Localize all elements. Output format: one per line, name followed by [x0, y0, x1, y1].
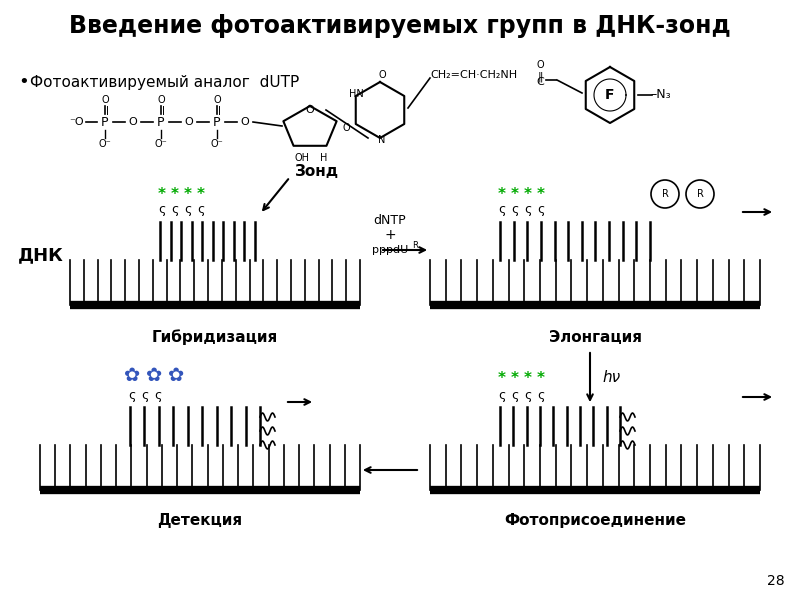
Text: *: * — [524, 187, 532, 202]
Text: ς: ς — [524, 389, 532, 401]
Text: O: O — [306, 105, 314, 115]
Text: R: R — [662, 189, 669, 199]
Text: ✿: ✿ — [124, 365, 140, 385]
Text: N: N — [378, 135, 386, 145]
Text: *: * — [524, 371, 532, 386]
Text: ς: ς — [538, 389, 545, 401]
Text: ς: ς — [498, 389, 506, 401]
Text: ДНК: ДНК — [18, 246, 64, 264]
Text: O⁻: O⁻ — [154, 139, 167, 149]
Text: ς: ς — [158, 203, 166, 217]
Text: P: P — [214, 115, 221, 128]
Text: ς: ς — [511, 203, 518, 217]
Text: ‖: ‖ — [538, 72, 542, 82]
Text: Зонд: Зонд — [295, 164, 339, 179]
Text: ς: ς — [171, 203, 178, 217]
Text: 28: 28 — [767, 574, 785, 588]
Text: •: • — [18, 73, 29, 91]
Text: O: O — [185, 117, 194, 127]
Text: ς: ς — [524, 203, 532, 217]
Text: ✿: ✿ — [146, 365, 162, 385]
Text: ς: ς — [184, 203, 192, 217]
Text: *: * — [511, 371, 519, 386]
Text: H: H — [320, 153, 328, 163]
Text: pppdU: pppdU — [372, 245, 408, 255]
Text: O: O — [536, 60, 544, 70]
Text: O: O — [101, 95, 109, 105]
Text: –N₃: –N₃ — [650, 88, 670, 101]
Text: *: * — [498, 371, 506, 386]
Text: Фотоактивируемый аналог  dUTP: Фотоактивируемый аналог dUTP — [30, 74, 299, 89]
Text: R: R — [697, 189, 703, 199]
Text: O⁻: O⁻ — [98, 139, 111, 149]
Text: dNTP: dNTP — [374, 214, 406, 226]
Text: ς: ς — [128, 389, 136, 401]
Text: ς: ς — [498, 203, 506, 217]
Text: O: O — [378, 70, 386, 80]
Text: *: * — [498, 187, 506, 202]
Text: ✿: ✿ — [168, 365, 184, 385]
Text: Детекция: Детекция — [158, 512, 242, 527]
Text: Элонгация: Элонгация — [549, 329, 642, 344]
Text: *: * — [537, 187, 545, 202]
Text: *: * — [537, 371, 545, 386]
Text: *: * — [171, 187, 179, 202]
Text: P: P — [102, 115, 109, 128]
Text: O: O — [342, 123, 350, 133]
Text: CH₂=CH·CH₂NH: CH₂=CH·CH₂NH — [430, 70, 517, 80]
Text: *: * — [158, 187, 166, 202]
Text: C: C — [536, 77, 544, 87]
Text: *: * — [197, 187, 205, 202]
Text: P: P — [158, 115, 165, 128]
Text: ς: ς — [198, 203, 205, 217]
Text: ς: ς — [511, 389, 518, 401]
Text: F: F — [606, 88, 614, 102]
Text: O: O — [157, 95, 165, 105]
Text: *: * — [184, 187, 192, 202]
Text: ς: ς — [154, 389, 162, 401]
Text: O: O — [241, 117, 250, 127]
Text: O⁻: O⁻ — [210, 139, 223, 149]
Text: Гибридизация: Гибридизация — [152, 329, 278, 345]
Text: O: O — [213, 95, 221, 105]
Text: *: * — [511, 187, 519, 202]
Text: OH: OH — [294, 153, 310, 163]
Text: Введение фотоактивируемых групп в ДНК-зонд: Введение фотоактивируемых групп в ДНК-зо… — [69, 13, 731, 37]
Text: ς: ς — [538, 203, 545, 217]
Text: hν: hν — [602, 370, 620, 385]
Text: O: O — [129, 117, 138, 127]
Text: ⁻O: ⁻O — [70, 117, 84, 127]
Text: Фотоприсоединение: Фотоприсоединение — [504, 512, 686, 527]
Text: ς: ς — [142, 389, 149, 401]
Text: HN: HN — [349, 89, 363, 99]
Text: +: + — [384, 228, 396, 242]
Text: R: R — [412, 241, 418, 251]
